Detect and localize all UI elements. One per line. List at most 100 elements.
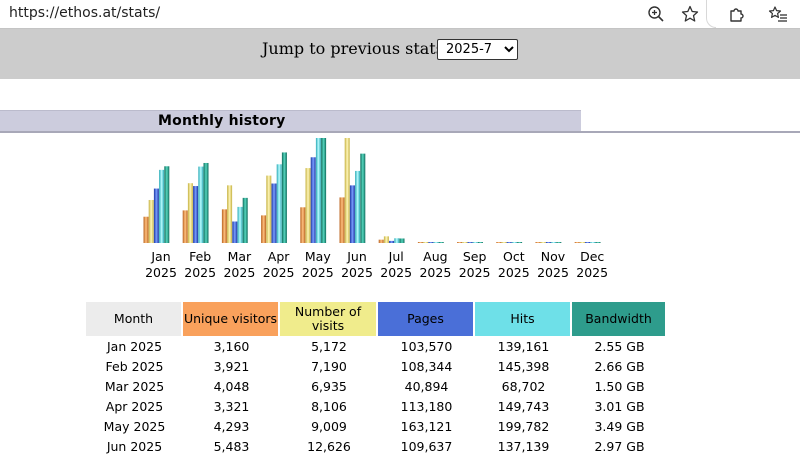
chart-month-name: Jun <box>347 249 367 264</box>
chart-month-year: 2025 <box>419 265 452 280</box>
hits-cell: 137,139 <box>497 438 550 454</box>
bandwidth-cell: 3.01 GB <box>594 398 645 414</box>
jump-label: Jump to previous stats: <box>262 39 450 58</box>
month-cell: May 2025 <box>103 418 166 434</box>
unique-visitors-cell: 3,321 <box>213 398 250 414</box>
pages-cell: 40,894 <box>404 378 449 394</box>
chart-month-year: 2025 <box>223 265 256 280</box>
pages-bar <box>193 186 199 243</box>
unique-visitors-cell: 4,293 <box>213 418 250 434</box>
bandwidth-bar <box>556 242 562 243</box>
chart-month-label: Sep 2025 <box>449 249 501 281</box>
visits-bar <box>227 185 233 243</box>
visits-column-header: Number of visits <box>280 302 378 336</box>
bandwidth-bar <box>164 166 170 243</box>
header-divider <box>0 131 800 133</box>
visits-bar <box>462 242 468 243</box>
visits-cell: 6,935 <box>311 378 347 394</box>
chart-month-name: Oct <box>502 249 525 264</box>
hits-bar <box>590 242 596 243</box>
uv-bar <box>221 209 227 243</box>
extensions-icon[interactable] <box>725 3 747 25</box>
url-field[interactable]: https://ethos.at/stats/ <box>9 5 161 21</box>
visits-bar <box>579 242 585 243</box>
chart-month-name: Sep <box>462 249 487 264</box>
pages-cell: 109,637 <box>400 438 453 454</box>
month-cell: Jun 2025 <box>106 438 163 454</box>
visits-cell: 8,106 <box>311 398 347 414</box>
chart-month-year: 2025 <box>145 265 177 280</box>
visits-bar <box>423 242 429 243</box>
chart-month-label: Dec 2025 <box>566 249 618 281</box>
hits-bar <box>315 138 321 243</box>
uv-bar <box>417 242 423 243</box>
toolbar-divider <box>706 0 716 28</box>
unique-visitors-cell: 3,160 <box>213 338 250 354</box>
hits-bar <box>551 242 557 243</box>
zoom-icon[interactable] <box>645 3 667 25</box>
chart-month-year: 2025 <box>458 265 491 280</box>
chart-month-name: Mar <box>227 249 252 264</box>
monthly-history-header: Monthly history <box>0 110 581 131</box>
visits-bar <box>383 236 389 243</box>
visits-bar <box>266 175 272 243</box>
hits-bar <box>159 169 165 243</box>
pages-bar <box>389 240 395 243</box>
bandwidth-bar <box>477 242 483 243</box>
bandwidth-cell: 2.97 GB <box>594 438 645 454</box>
visits-bar <box>305 168 311 243</box>
bandwidth-bar <box>203 162 209 243</box>
table-row: May 2025 4,293 9,009 163,121 199,782 3.49 GB <box>86 416 667 436</box>
uv-bar <box>182 210 188 243</box>
chart-month-year: 2025 <box>576 265 609 280</box>
chart-month-label: Jan 2025 <box>135 249 187 281</box>
chart-month-year: 2025 <box>301 265 334 280</box>
stats-month-select[interactable]: 2025-7 <box>437 39 518 60</box>
chart-month-year: 2025 <box>497 265 530 280</box>
table-row: Jun 2025 5,483 12,626 109,637 137,139 2.97 GB <box>86 436 667 456</box>
star-icon[interactable] <box>679 3 701 25</box>
visits-bar <box>540 242 546 243</box>
pages-bar <box>153 188 159 243</box>
chart-month-label: Mar 2025 <box>213 249 265 281</box>
uv-bar <box>378 239 384 243</box>
chart-month-year: 2025 <box>184 265 217 280</box>
visits-cell: 12,626 <box>307 438 351 454</box>
uv-bar <box>496 242 502 243</box>
table-body: Jan 2025 3,160 5,172 103,570 139,161 2.55 GB F… <box>86 336 667 456</box>
bandwidth-cell: 2.55 GB <box>594 338 645 354</box>
uv-bar <box>535 242 541 243</box>
chart-month-name: Feb <box>189 249 212 264</box>
bandwidth-cell: 2.66 GB <box>594 358 645 374</box>
hits-cell: 149,743 <box>497 398 550 414</box>
chart-month-label: May 2025 <box>292 249 344 281</box>
bandwidth-bar <box>281 152 287 243</box>
hits-bar <box>472 242 478 243</box>
hits-bar <box>355 170 361 243</box>
chart-month-name: May <box>304 249 331 264</box>
bandwidth-cell: 3.49 GB <box>594 418 645 434</box>
table-row: Jan 2025 3,160 5,172 103,570 139,161 2.55 GB <box>86 336 667 356</box>
visits-bar <box>187 183 193 243</box>
hits-bar <box>433 242 439 243</box>
unique-visitors-cell: 4,048 <box>213 378 250 394</box>
bandwidth-bar <box>595 242 601 243</box>
monthly-history-chart <box>143 138 601 243</box>
uv-bar <box>457 242 463 243</box>
chart-month-name: Nov <box>540 249 566 264</box>
visits-bar <box>344 138 350 243</box>
pages-cell: 108,344 <box>400 358 453 374</box>
hits-column-header: Hits <box>475 302 572 336</box>
visits-bar <box>148 199 154 243</box>
browser-address-bar: https://ethos.at/stats/ <box>0 0 800 28</box>
table-row: Mar 2025 4,048 6,935 40,894 68,702 1.50 GB <box>86 376 667 396</box>
hits-cell: 68,702 <box>501 378 546 394</box>
pages-bar <box>232 221 238 243</box>
chart-month-label: Jul 2025 <box>370 249 422 281</box>
favorites-icon[interactable] <box>767 3 789 25</box>
bandwidth-bar <box>321 138 327 243</box>
monthly-stats-table: Month Unique visitors Number of visits P… <box>86 302 667 456</box>
bandwidth-bar <box>242 197 248 243</box>
bandwidth-bar <box>438 242 444 243</box>
chart-month-year: 2025 <box>341 265 373 280</box>
